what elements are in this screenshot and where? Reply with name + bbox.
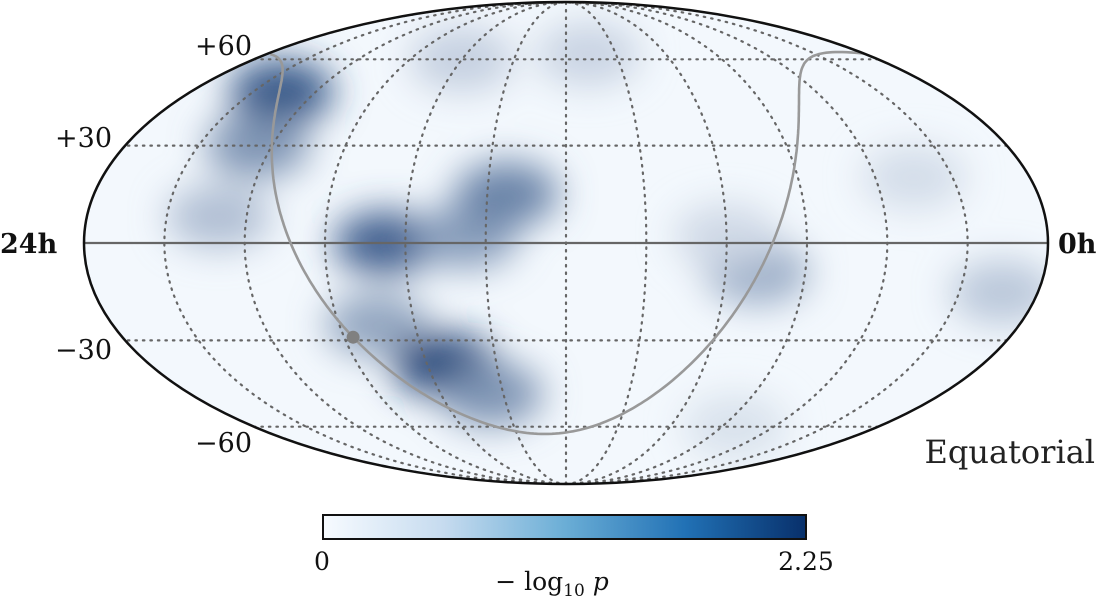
- dec-label-minus30: −30: [55, 335, 112, 366]
- colorbar-min-label: 0: [314, 547, 330, 576]
- hotspot: [166, 184, 271, 249]
- ra-label-right: 0h: [1058, 229, 1097, 260]
- ra-meridian: [564, 2, 809, 484]
- hotspot: [410, 27, 514, 92]
- ra-meridian: [564, 2, 648, 484]
- galactic-plane-curve: [269, 50, 864, 436]
- hotspot: [455, 161, 559, 226]
- significance-heatmap: [166, 22, 1048, 459]
- hotspot: [229, 59, 334, 124]
- hotspot: [674, 204, 779, 269]
- dec-label-plus60: +60: [195, 31, 252, 62]
- galactic-plane-line: [269, 52, 354, 338]
- sky-outline: [82, 0, 1050, 486]
- hotspot: [536, 22, 641, 87]
- colorbar: [322, 514, 807, 540]
- hotspot: [861, 145, 966, 210]
- galactic-center-marker: [346, 330, 360, 344]
- hotspot: [950, 260, 1048, 325]
- colorbar-label: − log10 p: [495, 567, 609, 601]
- dec-label-minus60: −60: [195, 428, 252, 459]
- galactic-plane-line: [352, 50, 864, 436]
- hotspot: [439, 362, 543, 427]
- ra-label-left: 24h: [0, 229, 58, 260]
- colorbar-max-label: 2.25: [778, 547, 834, 576]
- ra-meridian: [484, 2, 568, 484]
- ra-meridian: [323, 2, 568, 484]
- coordinate-system-label: Equatorial: [925, 433, 1096, 471]
- dec-label-plus30: +30: [55, 123, 112, 154]
